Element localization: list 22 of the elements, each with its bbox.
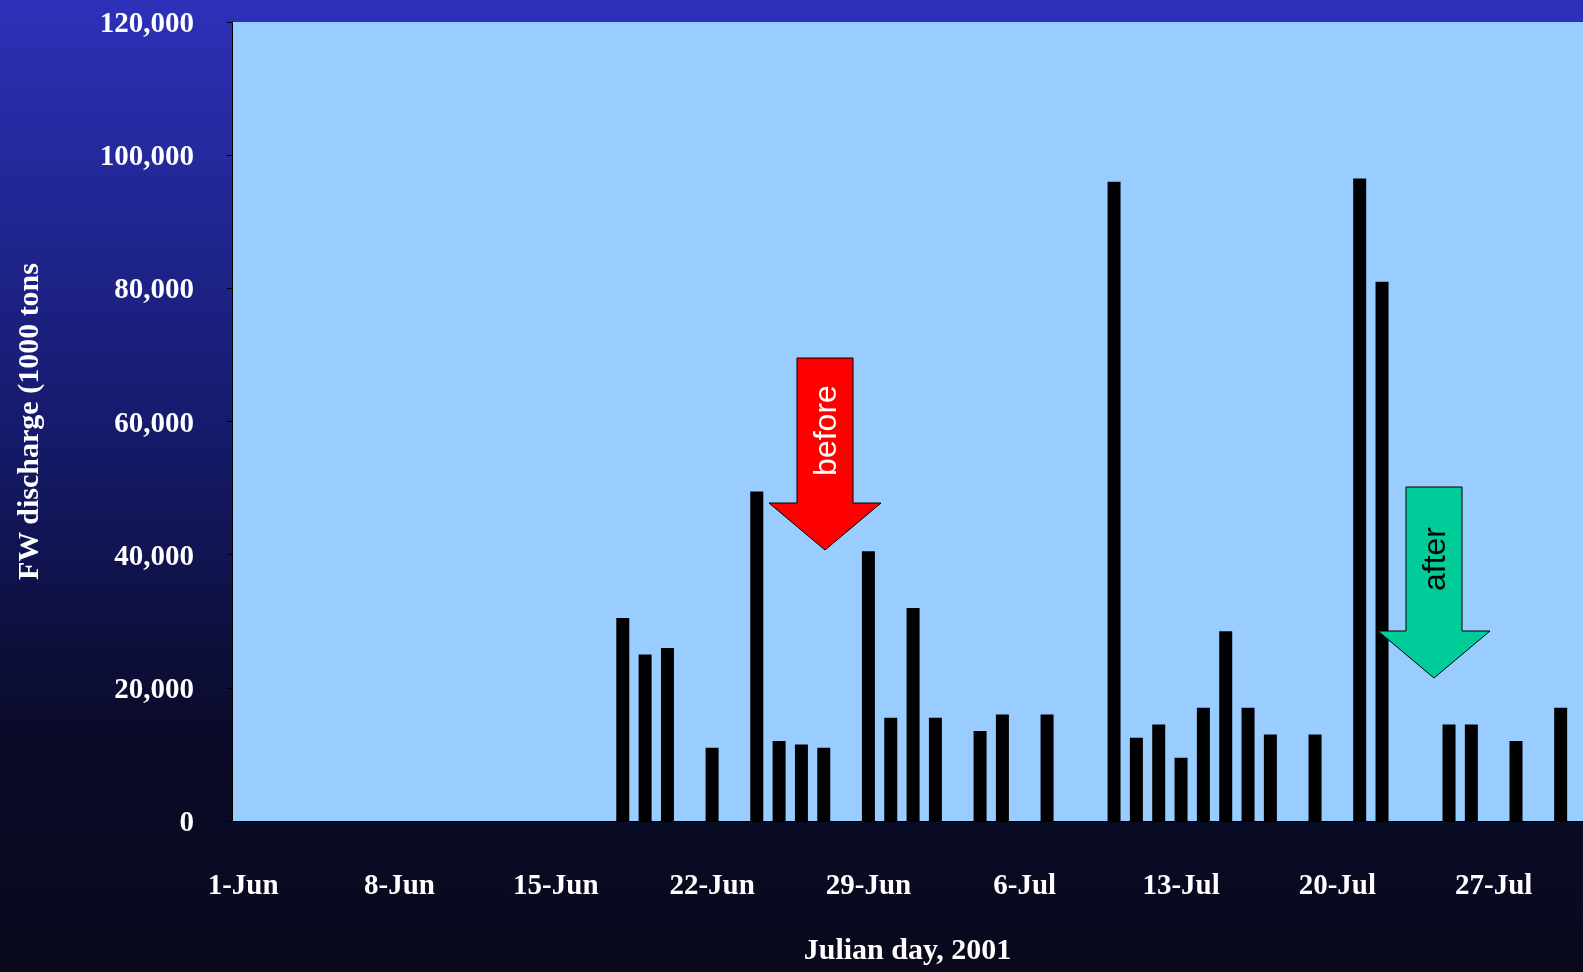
annotation: after [1416,526,1452,592]
y-axis-title: FW discharge (1000 tons [10,263,45,580]
x-tick-label: 22-Jun [669,867,755,900]
down-arrow-icon: before [767,357,883,551]
x-tick-label: 29-Jun [825,867,912,900]
y-tick-label: 60,000 [114,405,194,438]
y-tick-label: 20,000 [114,671,194,704]
y-tick-label: 0 [179,805,194,837]
x-tick-label: 6-Jul [993,867,1057,900]
x-axis-title: Julian day, 2001 [803,931,1012,965]
y-tick-label: 120,000 [99,6,194,38]
y-tick-label: 80,000 [114,272,194,305]
x-tick-label: 1-Jun [207,867,279,900]
x-tick-label: 20-Jul [1298,867,1377,900]
y-tick-label: 100,000 [99,139,194,172]
x-tick-label: 8-Jun [364,867,435,900]
y-tick-label: 40,000 [114,538,194,571]
x-tick-label: 13-Jul [1142,867,1220,900]
x-tick-label: 15-Jun [513,867,599,900]
down-arrow-icon: after [1376,486,1492,679]
annotation: before [807,385,843,476]
x-tick-label: 27-Jul [1455,867,1533,900]
